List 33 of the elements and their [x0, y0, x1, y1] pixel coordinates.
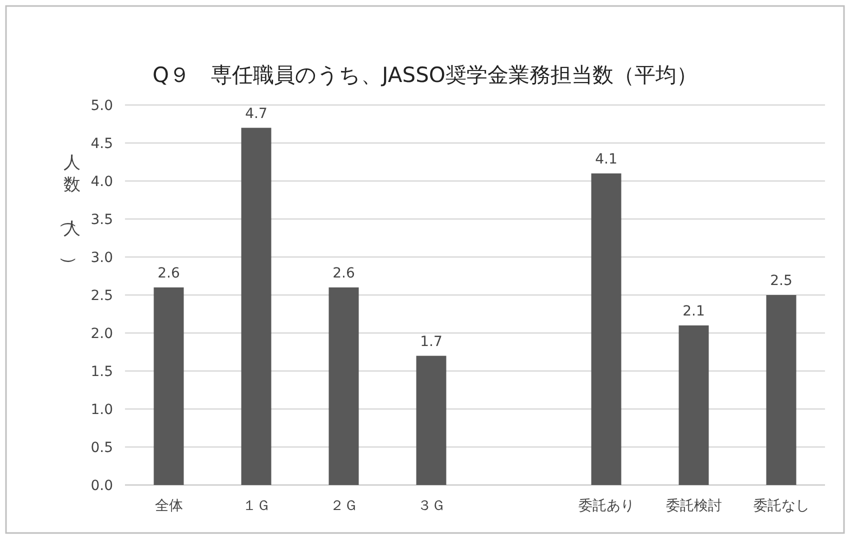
data-label: 2.5 [770, 273, 792, 289]
bar [328, 287, 359, 485]
y-tick-label: 4.0 [90, 174, 113, 190]
chart-title: Q９ 専任職員のうち、JASSO奨学金業務担当数（平均） [152, 63, 698, 87]
data-label: 4.1 [595, 151, 618, 168]
y-tick-label: 1.0 [90, 402, 113, 418]
y-tick-label: 5.0 [90, 98, 113, 114]
y-tick-label: 0.0 [90, 478, 113, 494]
data-label: 2.6 [332, 265, 355, 282]
x-tick-label: １Ｇ [242, 498, 270, 514]
bar [416, 356, 446, 485]
x-tick-label: ３Ｇ [417, 498, 446, 514]
x-tick-label: 全体 [154, 498, 183, 514]
bar [766, 295, 796, 485]
x-tick-label: 委託検討 [666, 498, 722, 514]
y-tick-label: 3.0 [90, 250, 113, 266]
x-tick-label: 委託なし [753, 498, 810, 514]
data-label: 1.7 [420, 334, 442, 350]
x-tick-label: 委託あり [578, 498, 634, 514]
bar [241, 128, 272, 485]
bar [678, 325, 709, 485]
data-label: 2.1 [682, 303, 705, 320]
bar [154, 287, 184, 485]
y-tick-label: 4.5 [90, 136, 113, 152]
y-tick-label: 2.5 [90, 288, 113, 304]
bar [591, 173, 622, 485]
x-tick-label: ２Ｇ [330, 498, 358, 514]
data-label: 2.6 [158, 265, 180, 282]
data-label: 4.7 [245, 106, 268, 122]
y-tick-label: 2.0 [90, 326, 113, 342]
y-tick-label: 3.5 [90, 212, 113, 228]
y-tick-label: 0.5 [90, 440, 113, 456]
y-tick-label: 1.5 [90, 364, 113, 380]
